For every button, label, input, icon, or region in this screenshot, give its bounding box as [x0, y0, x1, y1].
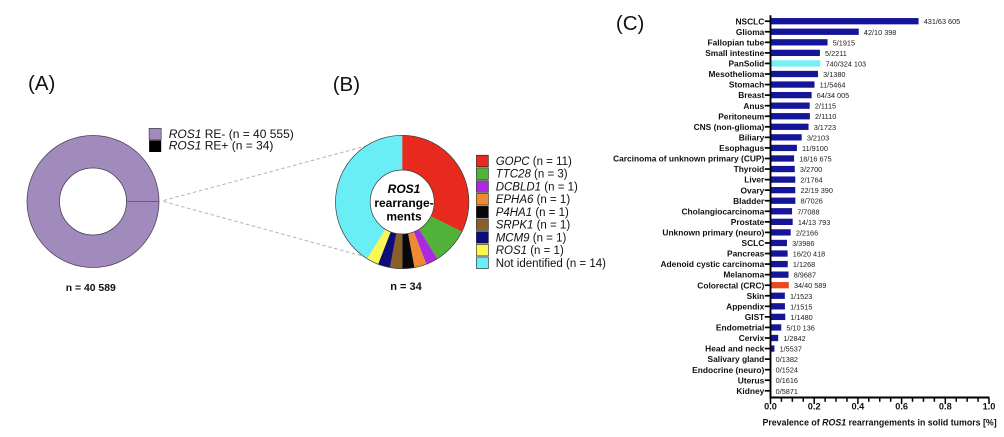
svg-text:431/63 605: 431/63 605 [924, 17, 961, 26]
svg-text:Mesothelioma: Mesothelioma [708, 69, 764, 79]
svg-text:0/1524: 0/1524 [776, 366, 798, 375]
svg-text:Liver: Liver [744, 175, 765, 185]
svg-text:Head and neck: Head and neck [705, 344, 764, 354]
svg-text:Peritoneum: Peritoneum [718, 111, 764, 121]
svg-text:MCM9 (n = 1): MCM9 (n = 1) [496, 232, 567, 244]
svg-text:CNS (non-glioma): CNS (non-glioma) [694, 122, 765, 132]
svg-text:8/7026: 8/7026 [801, 197, 823, 206]
svg-text:2/1115: 2/1115 [815, 102, 836, 111]
svg-text:2/1764: 2/1764 [800, 176, 822, 185]
svg-text:Cervix: Cervix [739, 333, 765, 343]
svg-text:7/7088: 7/7088 [797, 207, 819, 216]
svg-text:18/16 675: 18/16 675 [799, 154, 831, 163]
svg-text:(B): (B) [333, 73, 360, 96]
svg-text:Fallopian tube: Fallopian tube [708, 37, 765, 47]
svg-text:5/2211: 5/2211 [825, 49, 847, 58]
svg-text:Esophagus: Esophagus [719, 143, 764, 153]
svg-text:Stomach: Stomach [729, 80, 764, 90]
svg-text:0/1616: 0/1616 [776, 376, 798, 385]
svg-text:0.8: 0.8 [939, 402, 952, 412]
svg-text:0.0: 0.0 [764, 402, 777, 412]
svg-text:11/9100: 11/9100 [802, 144, 828, 153]
svg-text:Uterus: Uterus [738, 375, 765, 385]
svg-text:Small intestine: Small intestine [705, 48, 764, 58]
svg-text:1/5537: 1/5537 [780, 345, 802, 354]
svg-text:Ovary: Ovary [741, 185, 765, 195]
svg-text:5/1915: 5/1915 [833, 38, 855, 47]
svg-text:(A): (A) [28, 72, 55, 95]
svg-text:Biliary: Biliary [739, 132, 765, 142]
svg-text:Prevalence of ROS1 rearrangeme: Prevalence of ROS1 rearrangements in sol… [763, 418, 997, 428]
svg-text:SCLC: SCLC [741, 238, 764, 248]
svg-text:5/10 136: 5/10 136 [786, 323, 814, 332]
svg-text:Breast: Breast [738, 90, 764, 100]
svg-text:Adenoid cystic carcinoma: Adenoid cystic carcinoma [661, 259, 765, 269]
svg-text:1/1515: 1/1515 [790, 302, 812, 311]
svg-text:rearrange-: rearrange- [374, 196, 433, 210]
svg-text:1/1480: 1/1480 [790, 313, 812, 322]
svg-text:DCBLD1 (n = 1): DCBLD1 (n = 1) [496, 182, 578, 194]
svg-text:22/19 390: 22/19 390 [800, 186, 832, 195]
svg-text:ROS1 RE+ (n = 34): ROS1 RE+ (n = 34) [169, 139, 274, 153]
svg-text:P4HA1 (n = 1): P4HA1 (n = 1) [496, 207, 569, 219]
svg-text:3/3986: 3/3986 [792, 239, 814, 248]
svg-text:3/2700: 3/2700 [800, 165, 822, 174]
svg-text:Appendix: Appendix [726, 301, 764, 311]
svg-text:Salivary gland: Salivary gland [708, 354, 765, 364]
svg-text:Bladder: Bladder [733, 196, 765, 206]
svg-text:Unknown primary (neuro): Unknown primary (neuro) [662, 228, 764, 238]
svg-text:Skin: Skin [747, 291, 765, 301]
svg-text:14/13 793: 14/13 793 [798, 218, 830, 227]
svg-text:PanSolid: PanSolid [728, 59, 764, 69]
svg-text:NSCLC: NSCLC [735, 16, 764, 26]
svg-text:Endometrial: Endometrial [716, 323, 764, 333]
svg-text:0/5871: 0/5871 [776, 387, 798, 396]
svg-text:2/1110: 2/1110 [815, 112, 836, 121]
svg-text:n = 34: n = 34 [390, 281, 422, 293]
svg-text:Prostate: Prostate [731, 217, 765, 227]
svg-text:Melanoma: Melanoma [723, 270, 764, 280]
svg-text:Not identified (n = 14): Not identified (n = 14) [496, 258, 606, 270]
svg-text:3/2103: 3/2103 [807, 133, 829, 142]
svg-text:0/1382: 0/1382 [776, 355, 798, 364]
svg-text:34/40 589: 34/40 589 [794, 281, 826, 290]
svg-text:0.6: 0.6 [895, 402, 908, 412]
svg-text:ROS1 (n = 1): ROS1 (n = 1) [496, 245, 564, 257]
svg-text:Thyroid: Thyroid [734, 164, 765, 174]
svg-text:Colorectal (CRC): Colorectal (CRC) [697, 280, 764, 290]
svg-text:n = 40 589: n = 40 589 [66, 283, 116, 294]
svg-text:GIST: GIST [745, 312, 765, 322]
svg-text:3/1723: 3/1723 [814, 123, 836, 132]
svg-text:Glioma: Glioma [736, 27, 765, 37]
svg-text:Pancreas: Pancreas [727, 249, 765, 259]
svg-text:1/1523: 1/1523 [790, 292, 812, 301]
svg-text:2/2166: 2/2166 [796, 228, 818, 237]
svg-text:42/10 398: 42/10 398 [864, 28, 896, 37]
svg-text:3/1380: 3/1380 [823, 70, 845, 79]
svg-text:1/2842: 1/2842 [783, 334, 805, 343]
svg-text:ments: ments [386, 209, 422, 223]
svg-text:Endocrine (neuro): Endocrine (neuro) [692, 365, 764, 375]
svg-text:GOPC (n = 11): GOPC (n = 11) [496, 156, 572, 168]
svg-text:0.4: 0.4 [852, 402, 866, 412]
svg-text:16/20 418: 16/20 418 [793, 250, 825, 259]
svg-text:Kidney: Kidney [736, 386, 764, 396]
svg-text:740/324 103: 740/324 103 [826, 59, 867, 68]
svg-text:Carcinoma of unknown primary (: Carcinoma of unknown primary (CUP) [613, 154, 764, 164]
svg-text:Anus: Anus [743, 101, 764, 111]
svg-text:Cholangiocarcinoma: Cholangiocarcinoma [681, 206, 764, 216]
svg-text:EPHA6 (n = 1): EPHA6 (n = 1) [496, 194, 571, 206]
svg-text:TTC28 (n = 3): TTC28 (n = 3) [496, 169, 568, 181]
svg-text:8/9687: 8/9687 [794, 271, 816, 280]
svg-text:SRPK1 (n = 1): SRPK1 (n = 1) [496, 220, 571, 232]
svg-text:11/5464: 11/5464 [820, 81, 846, 90]
svg-text:1.0: 1.0 [983, 402, 996, 412]
svg-text:ROS1: ROS1 [388, 182, 421, 196]
svg-text:(C): (C) [616, 12, 644, 35]
svg-text:0.2: 0.2 [808, 402, 821, 412]
svg-text:64/34 005: 64/34 005 [817, 91, 849, 100]
svg-text:1/1268: 1/1268 [793, 260, 815, 269]
svg-text:ROS1 RE- (n = 40 555): ROS1 RE- (n = 40 555) [169, 127, 294, 141]
